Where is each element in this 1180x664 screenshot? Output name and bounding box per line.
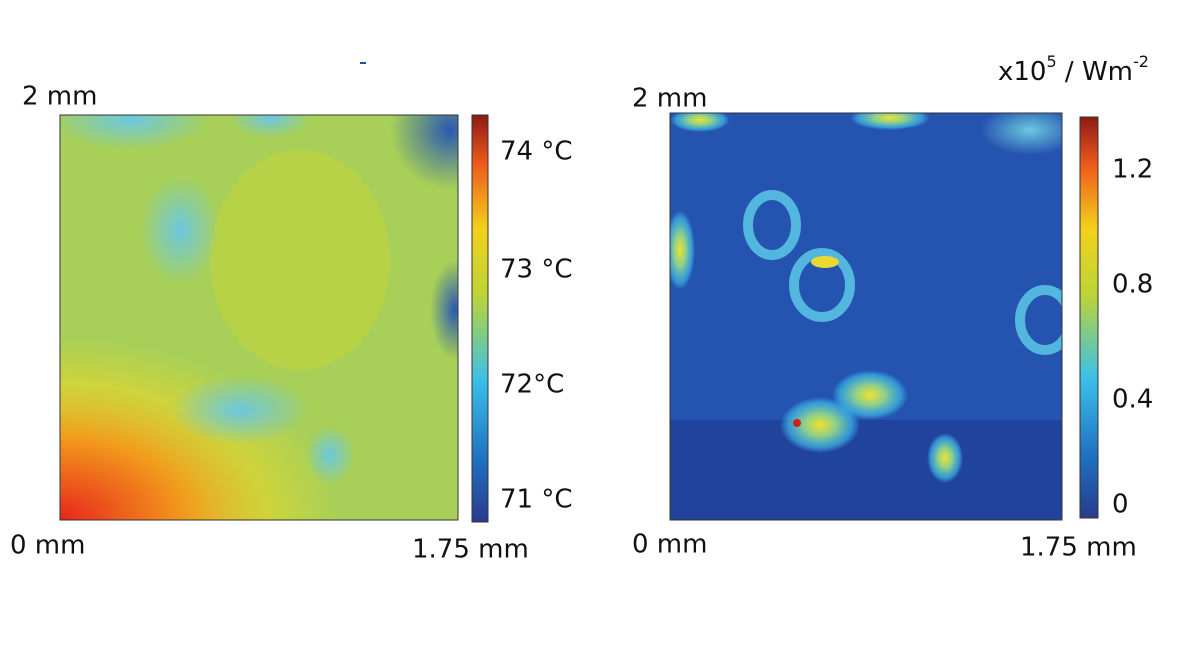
temperature-map — [60, 115, 458, 520]
unit-base: x10 — [998, 57, 1046, 87]
colorbar-label: 71 °C — [500, 485, 573, 515]
colorbar-label: 1.2 — [1112, 155, 1153, 185]
colorbar-label: 0.8 — [1112, 270, 1153, 300]
axis-label: 2 mm — [22, 82, 97, 112]
colorbar-label: 73 °C — [500, 255, 573, 285]
colorbar-label: 0.4 — [1112, 385, 1153, 415]
mark — [360, 62, 366, 64]
axis-label: 1.75 mm — [412, 535, 529, 565]
colorbar — [471, 114, 489, 523]
colorbar-label: 72°C — [500, 370, 564, 400]
unit-label: x105 / Wm-2 — [998, 52, 1149, 87]
axis-label: 0 mm — [10, 531, 85, 561]
axis-label: 0 mm — [632, 530, 707, 560]
colorbar — [1079, 116, 1099, 519]
colorbar-label: 0 — [1112, 490, 1129, 520]
axis-label: 2 mm — [632, 84, 707, 114]
flux-map — [670, 113, 1062, 520]
colorbar-label: 74 °C — [500, 137, 573, 167]
unit-mid: / Wm — [1057, 57, 1133, 87]
axis-label: 1.75 mm — [1020, 533, 1137, 563]
unit-exp: -2 — [1133, 52, 1149, 71]
unit-exp: 5 — [1046, 52, 1056, 71]
